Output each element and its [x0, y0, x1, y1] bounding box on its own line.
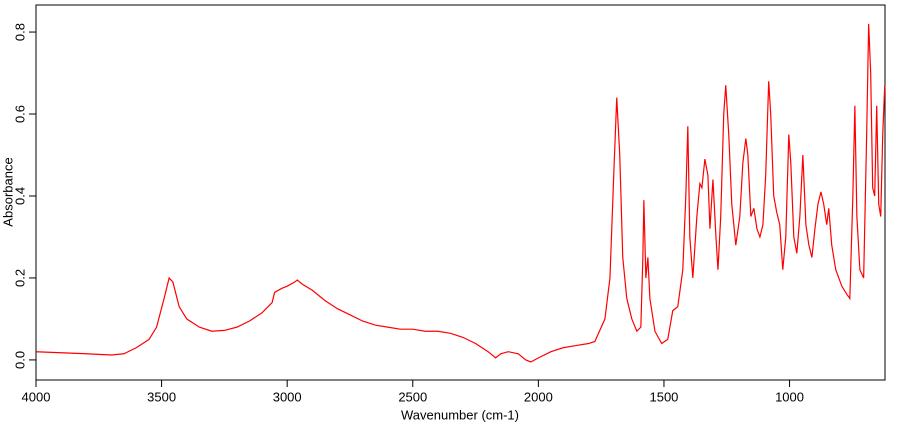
- y-tick-label: 0.6: [12, 105, 27, 123]
- x-axis-label: Wavenumber (cm-1): [401, 407, 519, 422]
- spectrum-line: [35, 23, 886, 363]
- y-tick-label: 0.4: [12, 187, 27, 205]
- y-tick-label: 0.8: [12, 23, 27, 41]
- x-tick-label: 4000: [22, 389, 51, 404]
- x-tick-label: 1000: [775, 389, 804, 404]
- x-tick-label: 3500: [147, 389, 176, 404]
- plot-frame: [35, 4, 886, 381]
- x-tick-label: 2500: [398, 389, 427, 404]
- y-axis-label: Absorbance: [0, 157, 15, 226]
- x-tick-label: 1500: [649, 389, 678, 404]
- y-tick-label: 0.2: [12, 269, 27, 287]
- y-tick-label: 0.0: [12, 351, 27, 369]
- x-tick-label: 3000: [273, 389, 302, 404]
- x-tick-label: 2000: [524, 389, 553, 404]
